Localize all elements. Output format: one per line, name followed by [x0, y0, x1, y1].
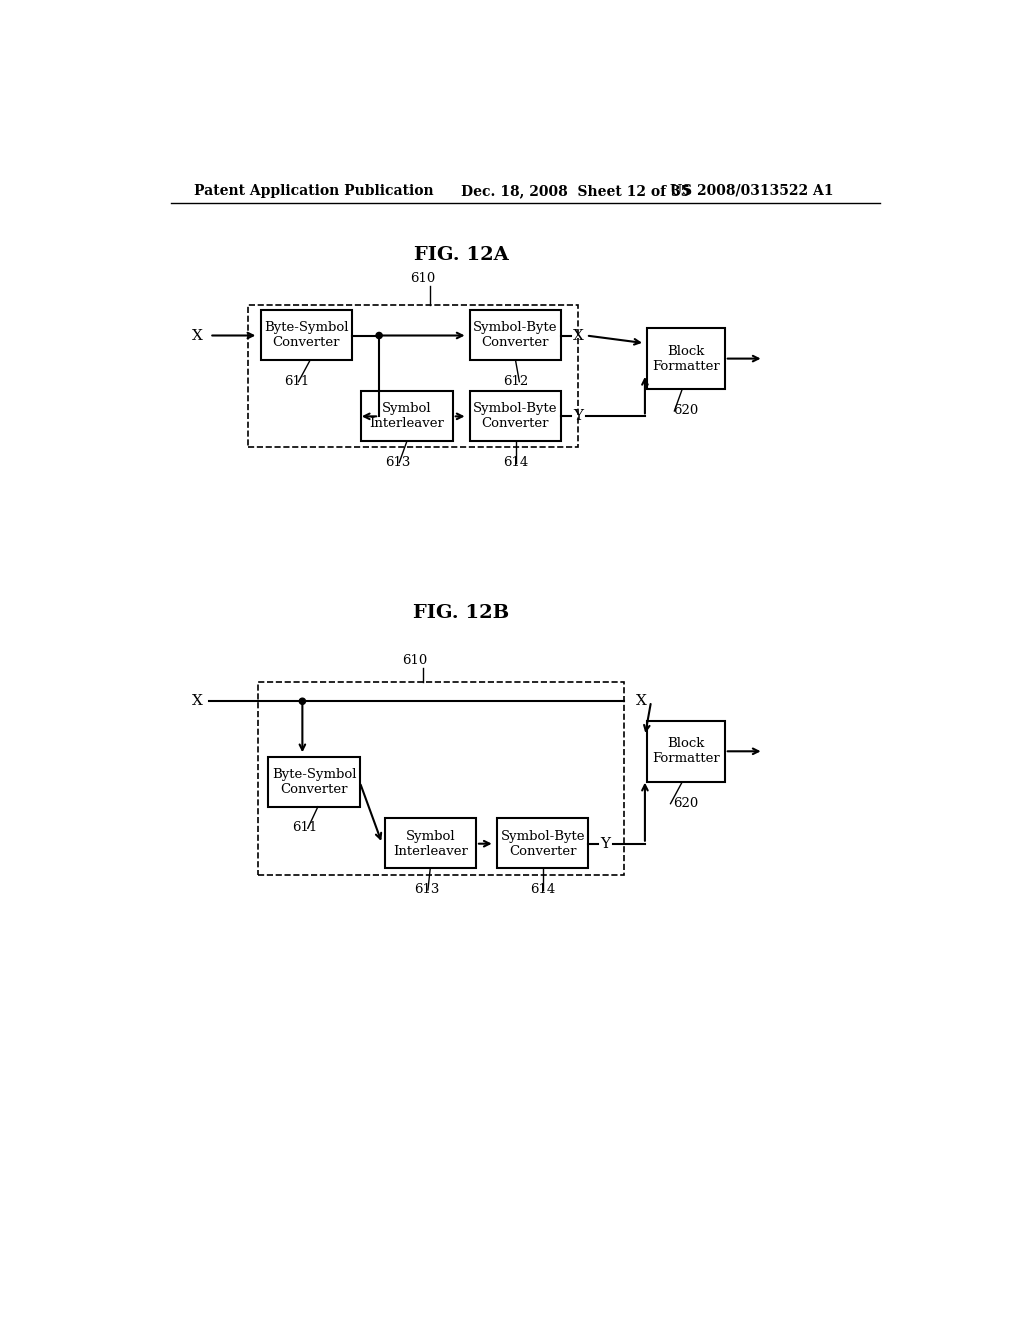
Text: US 2008/0313522 A1: US 2008/0313522 A1 — [671, 183, 834, 198]
Bar — [258, 682, 624, 875]
Text: 612: 612 — [503, 375, 528, 388]
Text: Y: Y — [600, 837, 610, 850]
Text: X: X — [193, 329, 203, 342]
Text: Symbol-Byte
Converter: Symbol-Byte Converter — [473, 322, 558, 350]
Text: FIG. 12B: FIG. 12B — [413, 603, 509, 622]
Text: Symbol
Interleaver: Symbol Interleaver — [393, 830, 468, 858]
Text: 614: 614 — [530, 883, 555, 896]
Bar — [248, 305, 578, 447]
Text: Patent Application Publication: Patent Application Publication — [194, 183, 433, 198]
Text: Byte-Symbol
Converter: Byte-Symbol Converter — [264, 322, 348, 350]
Bar — [497, 818, 589, 869]
Text: FIG. 12A: FIG. 12A — [414, 246, 509, 264]
Text: Dec. 18, 2008  Sheet 12 of 35: Dec. 18, 2008 Sheet 12 of 35 — [461, 183, 690, 198]
Text: 614: 614 — [503, 455, 528, 469]
Bar — [470, 391, 561, 441]
Text: Block
Formatter: Block Formatter — [652, 345, 720, 372]
Bar — [647, 327, 725, 389]
Bar — [260, 310, 352, 360]
Text: X: X — [193, 694, 203, 709]
Bar — [268, 756, 359, 807]
Text: 611: 611 — [292, 821, 317, 834]
Text: Symbol-Byte
Converter: Symbol-Byte Converter — [473, 403, 558, 430]
Text: X: X — [572, 329, 584, 342]
Text: 613: 613 — [414, 883, 439, 896]
Text: X: X — [636, 694, 646, 709]
Text: Symbol
Interleaver: Symbol Interleaver — [370, 403, 444, 430]
Text: Block
Formatter: Block Formatter — [652, 738, 720, 766]
Circle shape — [299, 698, 305, 705]
Text: Y: Y — [573, 409, 584, 424]
Bar — [647, 721, 725, 781]
Text: 610: 610 — [402, 653, 427, 667]
Text: 610: 610 — [410, 272, 435, 285]
Text: 620: 620 — [674, 404, 698, 417]
Text: 620: 620 — [674, 797, 698, 809]
Circle shape — [376, 333, 382, 339]
Text: Byte-Symbol
Converter: Byte-Symbol Converter — [271, 768, 356, 796]
Text: 613: 613 — [385, 455, 411, 469]
Text: Symbol-Byte
Converter: Symbol-Byte Converter — [501, 830, 585, 858]
Bar — [385, 818, 476, 869]
Bar — [470, 310, 561, 360]
Bar — [361, 391, 453, 441]
Text: 611: 611 — [285, 375, 309, 388]
